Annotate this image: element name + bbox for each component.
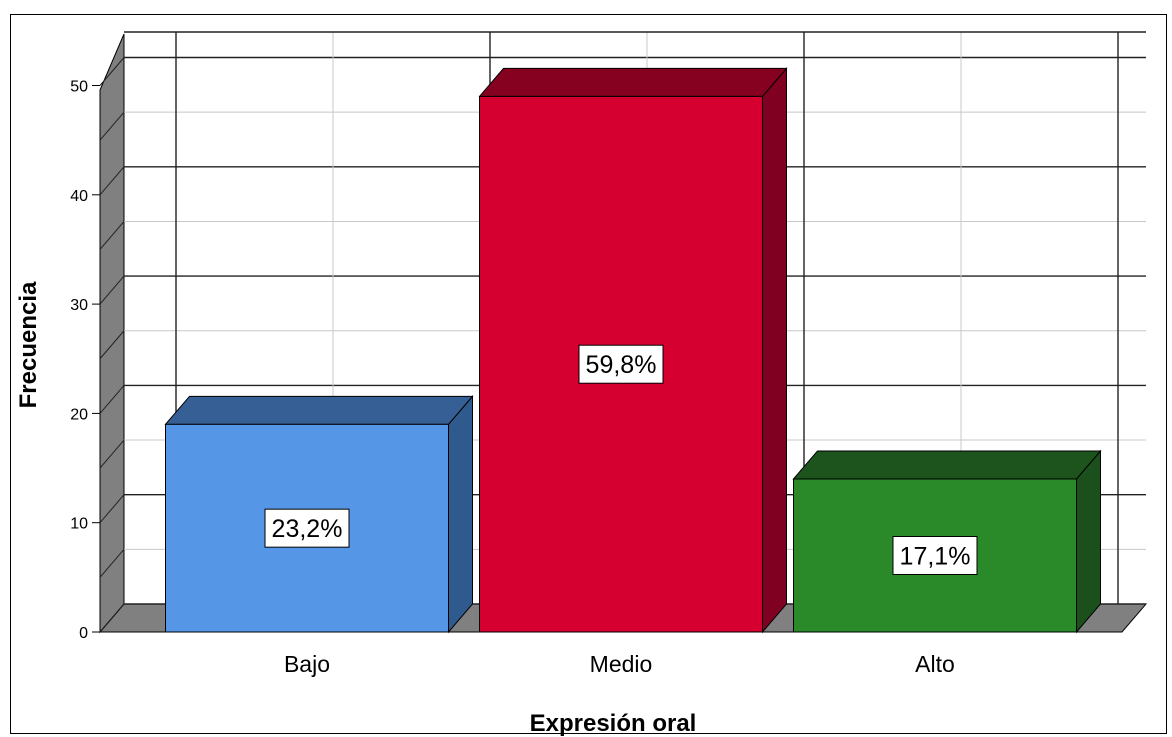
left-wall-face — [99, 33, 125, 634]
bar-top-medio — [478, 67, 788, 97]
wall-grid-line — [99, 166, 125, 196]
data-label: 23,2% — [272, 515, 343, 543]
chart-wall — [99, 33, 125, 634]
y-tick-label: 30 — [70, 297, 88, 314]
data-label-box — [264, 508, 350, 548]
x-tick-label: Bajo — [284, 651, 330, 677]
y-tick-label: 20 — [70, 406, 88, 423]
bar-top-alto — [792, 450, 1102, 480]
wall-grid-line — [99, 275, 125, 305]
y-tick-label: 40 — [70, 188, 88, 205]
wall-grid-line — [99, 439, 125, 469]
bar-side-bajo — [448, 394, 473, 634]
data-labels: 23,2% 59,8% 17,1% — [264, 344, 978, 575]
data-label: 59,8% — [586, 351, 657, 379]
y-tick-label: 50 — [70, 79, 88, 96]
wall-grid-line — [99, 111, 125, 141]
bar-side-alto — [1076, 449, 1101, 634]
y-tick-label: 0 — [79, 625, 88, 642]
x-tick-label: Medio — [590, 651, 653, 677]
x-tick-label: Alto — [915, 651, 955, 677]
y-axis-title: Frecuencia — [15, 281, 42, 408]
bar-side-medio — [762, 67, 787, 634]
wall-grid-line — [99, 57, 125, 86]
wall-grid-line — [99, 385, 125, 414]
wall-grid-line — [99, 549, 125, 578]
wall-grid-line — [99, 330, 125, 360]
y-tick-label: 10 — [70, 516, 88, 533]
data-label: 17,1% — [900, 542, 971, 570]
wall-grid-line — [99, 603, 125, 633]
data-label-box — [578, 344, 664, 384]
wall-grid-line — [99, 494, 125, 524]
data-label-box — [892, 535, 978, 575]
y-axis-ticks: 0 10 20 30 40 50 — [70, 79, 100, 642]
wall-grid-line — [99, 221, 125, 250]
x-axis-title: Expresión oral — [530, 710, 697, 737]
bar-top-bajo — [164, 395, 474, 425]
x-axis-ticks: Bajo Medio Alto — [284, 651, 955, 677]
